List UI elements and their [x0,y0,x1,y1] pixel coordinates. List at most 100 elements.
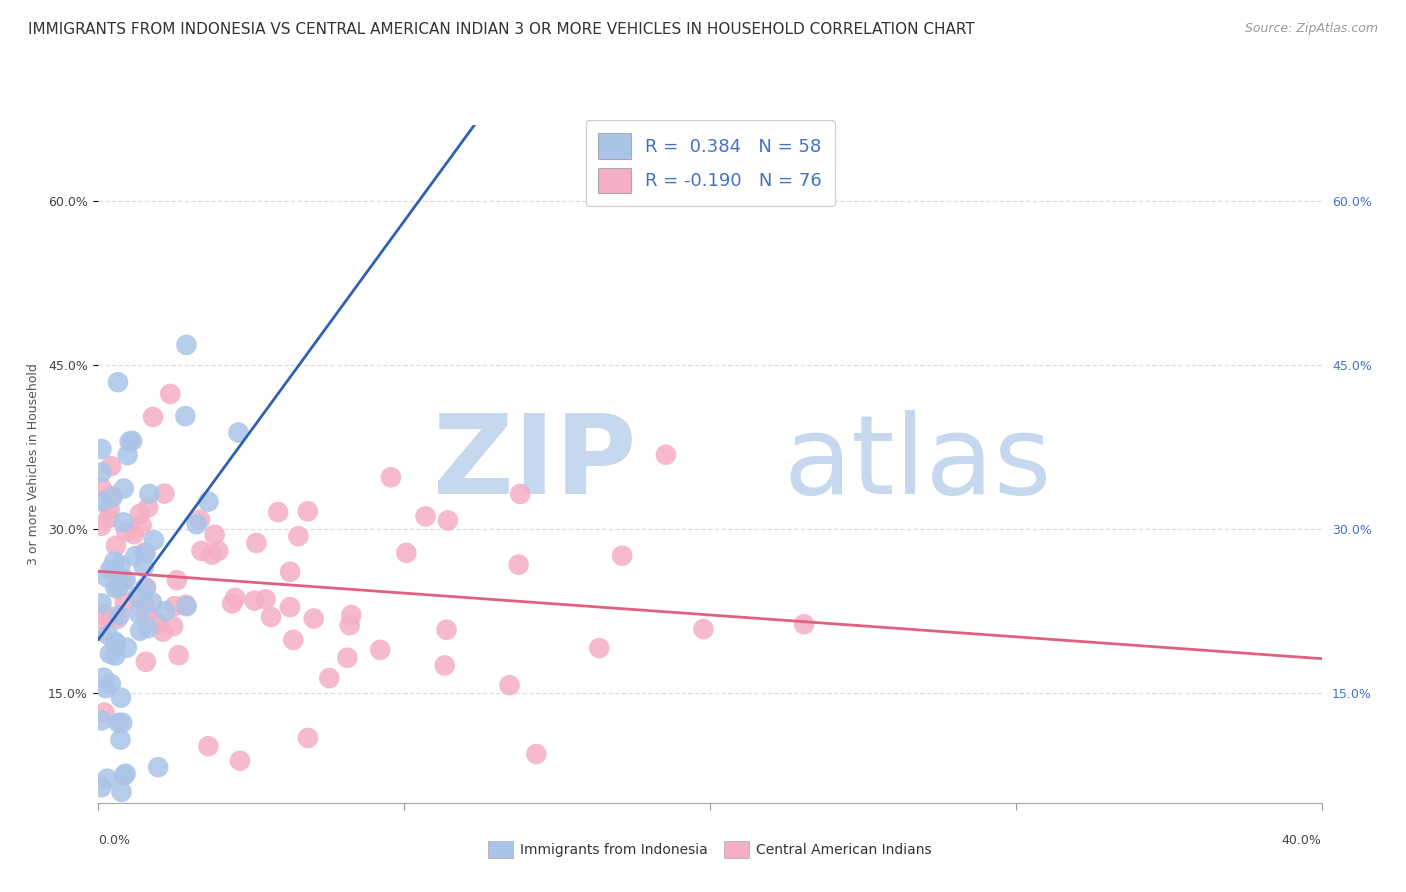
Point [655,448,678,462]
Point [152,624,174,639]
Point [153,604,176,618]
Point [287,529,309,543]
Point [278,565,301,579]
Point [318,671,340,685]
Point [97,511,120,525]
Point [100,459,122,474]
Point [93,607,115,621]
Text: atlas: atlas [783,410,1052,517]
Point [167,648,190,663]
Point [204,527,226,541]
Point [104,635,127,649]
Point [129,624,152,638]
Point [101,491,124,505]
Point [141,595,163,609]
Point [163,599,186,614]
Point [340,607,363,622]
Point [98,609,121,624]
Point [437,513,460,527]
Point [176,338,198,352]
Point [117,448,139,462]
Point [104,539,127,553]
Point [302,611,325,625]
Point [128,507,150,521]
Text: Source: ZipAtlas.com: Source: ZipAtlas.com [1244,22,1378,36]
Point [90,714,112,728]
Point [96,772,118,786]
Point [91,494,114,508]
Point [90,596,112,610]
Point [166,573,188,587]
Point [297,731,319,745]
Point [108,608,131,623]
Point [283,632,305,647]
Point [153,486,176,500]
Point [110,785,132,799]
Point [143,533,166,548]
Point [107,612,129,626]
Point [415,509,437,524]
Point [98,563,121,577]
Point [136,606,159,620]
Point [278,600,301,615]
Point [509,487,531,501]
Point [138,487,160,501]
Point [136,621,159,635]
Point [132,596,155,610]
Text: ZIP: ZIP [433,410,637,517]
Point [103,555,125,569]
Point [243,593,266,607]
Point [135,546,157,560]
Legend: Immigrants from Indonesia, Central American Indians: Immigrants from Indonesia, Central Ameri… [482,836,938,863]
Point [111,715,134,730]
Point [121,434,143,448]
Point [588,641,610,656]
Point [508,558,530,572]
Text: 40.0%: 40.0% [1282,834,1322,847]
Point [146,616,169,631]
Point [221,597,243,611]
Point [201,548,224,562]
Point [107,375,129,389]
Text: 0.0%: 0.0% [98,834,131,847]
Point [498,678,520,692]
Point [176,599,198,614]
Point [90,466,112,480]
Point [94,681,117,695]
Point [93,671,115,685]
Point [110,690,132,705]
Point [112,482,135,496]
Point [692,622,714,636]
Point [127,589,149,603]
Point [146,760,169,774]
Point [107,715,129,730]
Point [524,747,547,761]
Point [135,607,157,621]
Point [104,581,127,595]
Point [114,573,136,587]
Point [104,648,127,663]
Point [112,769,135,783]
Point [90,780,112,795]
Point [136,500,159,515]
Point [112,516,135,530]
Point [90,442,112,457]
Point [159,387,181,401]
Point [100,676,122,690]
Point [267,505,290,519]
Point [433,658,456,673]
Point [395,546,418,560]
Point [228,425,250,440]
Point [793,617,815,632]
Point [90,481,112,495]
Text: IMMIGRANTS FROM INDONESIA VS CENTRAL AMERICAN INDIAN 3 OR MORE VEHICLES IN HOUSE: IMMIGRANTS FROM INDONESIA VS CENTRAL AME… [28,22,974,37]
Point [122,527,145,541]
Point [254,592,277,607]
Point [90,624,112,638]
Point [107,569,129,583]
Point [97,628,120,642]
Point [186,517,208,532]
Point [135,655,157,669]
Y-axis label: 3 or more Vehicles in Household: 3 or more Vehicles in Household [27,363,39,565]
Point [207,544,229,558]
